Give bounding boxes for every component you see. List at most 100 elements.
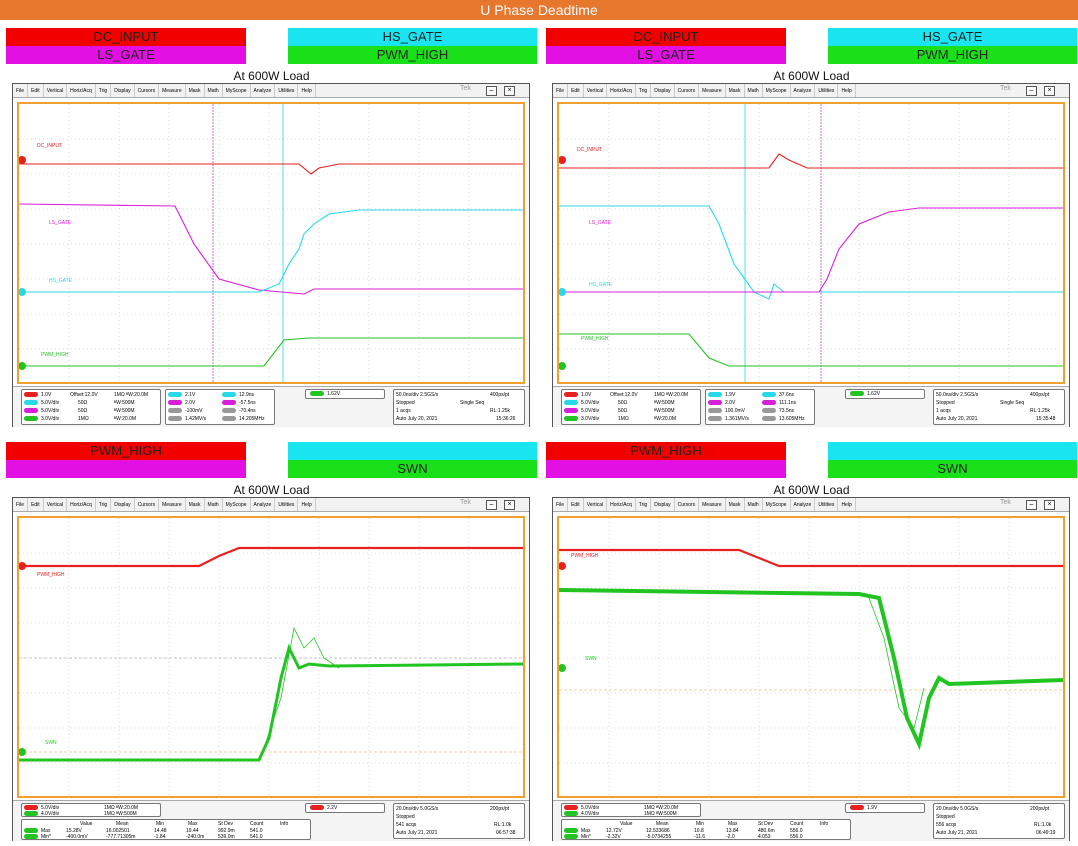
close-button[interactable]: × (504, 500, 515, 510)
trigger-readout[interactable]: 1.9V (845, 803, 925, 813)
menu-mask[interactable]: Mask (186, 498, 205, 511)
minimize-button[interactable]: – (486, 500, 497, 510)
waveform-display[interactable]: PWM_HIGH SWN (557, 516, 1065, 798)
trace-label-pwm: PWM_HIGH (571, 553, 599, 559)
trace-label-hs: HS_GATE (589, 282, 613, 288)
channel-settings[interactable]: 1.0V 5.0V/div 5.0V/div 3.0V/div Offset:1… (561, 389, 701, 425)
status-panel: 5.0V/div 4.0V/div 1MΩ ᴮW:20.0M 1MΩ ᴮW:50… (13, 800, 529, 841)
menu-file[interactable]: File (13, 84, 29, 97)
menu-file[interactable]: File (13, 498, 29, 511)
trigger-readout[interactable]: 1.62V (845, 389, 925, 399)
menu-help[interactable]: Help (298, 498, 316, 511)
waveforms: DC_INPUT LS_GATE HS_GATE PWM_HIGH (19, 104, 523, 382)
menu-vertical[interactable]: Vertical (44, 498, 68, 511)
close-button[interactable]: × (1044, 500, 1055, 510)
menu-utilities[interactable]: Utilities (275, 498, 299, 511)
menu-help[interactable]: Help (838, 84, 856, 97)
menu-utilities[interactable]: Utilities (815, 498, 839, 511)
close-button[interactable]: × (504, 86, 515, 96)
channel-settings[interactable]: 5.0V/div 4.0V/div 1MΩ ᴮW:20.0M 1MΩ ᴮW:50… (21, 803, 161, 817)
minimize-button[interactable]: – (1026, 86, 1037, 96)
scope-menubar: File Edit Vertical Horiz/Acq Trig Display Curs… (13, 84, 529, 98)
panel-top-left: DC_INPUT HS_GATE LS_GATE PWM_HIGH At 600… (6, 20, 537, 430)
menu-horiz[interactable]: Horiz/Acq (607, 84, 636, 97)
menu-cursors[interactable]: Cursors (135, 498, 160, 511)
menu-trig[interactable]: Trig (636, 498, 652, 511)
acquisition-info: 20.0ns/div 5.0GS/s 200ps/pt Stopped 541 a… (393, 803, 525, 839)
panel-bottom-right: PWM_HIGH SWN At 600W Load File Edit Vertic… (546, 434, 1077, 844)
menu-horiz[interactable]: Horiz/Acq (607, 498, 636, 511)
menu-help[interactable]: Help (838, 498, 856, 511)
menu-measure[interactable]: Measure (699, 498, 726, 511)
trigger-readout[interactable]: 2.2V (305, 803, 385, 813)
menu-vertical[interactable]: Vertical (584, 498, 608, 511)
acquisition-info: 20.0ns/div 5.0GS/s 200ps/pt Stopped 556 a… (933, 803, 1065, 839)
menu-trig[interactable]: Trig (96, 84, 112, 97)
menu-measure[interactable]: Measure (159, 84, 186, 97)
load-label: At 600W Load (773, 69, 850, 83)
waveform-display[interactable]: DC_INPUT LS_GATE HS_GATE PWM_HIGH (17, 102, 525, 384)
load-label: At 600W Load (233, 483, 310, 497)
menu-analyze[interactable]: Analyze (251, 84, 276, 97)
menu-myscope[interactable]: MyScope (763, 498, 791, 511)
menu-utilities[interactable]: Utilities (275, 84, 299, 97)
menu-display[interactable]: Display (111, 498, 135, 511)
legend-cyan-blank (288, 442, 537, 460)
legend-swn: SWN (828, 460, 1077, 478)
minimize-button[interactable]: – (486, 86, 497, 96)
menu-analyze[interactable]: Analyze (251, 498, 276, 511)
scope-window: File Edit Vertical Horiz/Acq Trig Display Curs… (552, 497, 1070, 841)
menu-mask[interactable]: Mask (186, 84, 205, 97)
menu-analyze[interactable]: Analyze (791, 84, 816, 97)
menu-display[interactable]: Display (651, 498, 675, 511)
menu-cursors[interactable]: Cursors (675, 498, 700, 511)
menu-vertical[interactable]: Vertical (584, 84, 608, 97)
menu-myscope[interactable]: MyScope (763, 84, 791, 97)
menu-horiz[interactable]: Horiz/Acq (67, 84, 96, 97)
channel-settings[interactable]: 5.0V/div 4.0V/div 1MΩ ᴮW:20.0M 1MΩ ᴮW:50… (561, 803, 701, 817)
menu-myscope[interactable]: MyScope (223, 498, 251, 511)
close-button[interactable]: × (1044, 86, 1055, 96)
scope-window: File Edit Vertical Horiz/Acq Trig Display Curs… (12, 497, 530, 841)
minimize-button[interactable]: – (1026, 500, 1037, 510)
menu-myscope[interactable]: MyScope (223, 84, 251, 97)
menu-edit[interactable]: Edit (28, 84, 44, 97)
legend-pwm-high: PWM_HIGH (546, 442, 786, 460)
channel-settings[interactable]: 1.0V 5.0V/div 5.0V/div 3.0V/div Offset:1… (21, 389, 161, 425)
menu-edit[interactable]: Edit (568, 84, 584, 97)
menu-math[interactable]: Math (745, 84, 763, 97)
waveforms: PWM_HIGH SWN (559, 518, 1063, 796)
menu-edit[interactable]: Edit (568, 498, 584, 511)
legend-pwm-high: PWM_HIGH (6, 442, 246, 460)
waveform-display[interactable]: PWM_HIGH SWN (17, 516, 525, 798)
panel-top-right: DC_INPUT HS_GATE LS_GATE PWM_HIGH At 600… (546, 20, 1077, 430)
menu-help[interactable]: Help (298, 84, 316, 97)
menu-math[interactable]: Math (745, 498, 763, 511)
menu-file[interactable]: File (553, 84, 569, 97)
menu-analyze[interactable]: Analyze (791, 498, 816, 511)
menu-horiz[interactable]: Horiz/Acq (67, 498, 96, 511)
legend-hs-gate: HS_GATE (828, 28, 1077, 46)
waveform-display[interactable]: DC_INPUT LS_GATE HS_GATE PWM_HIGH (557, 102, 1065, 384)
menu-vertical[interactable]: Vertical (44, 84, 68, 97)
menu-measure[interactable]: Measure (159, 498, 186, 511)
legend-ls-gate: LS_GATE (546, 46, 786, 64)
menu-display[interactable]: Display (651, 84, 675, 97)
menu-utilities[interactable]: Utilities (815, 84, 839, 97)
menu-mask[interactable]: Mask (726, 498, 745, 511)
menu-measure[interactable]: Measure (699, 84, 726, 97)
menu-math[interactable]: Math (205, 84, 223, 97)
trace-label-ls: LS_GATE (49, 220, 72, 226)
menu-edit[interactable]: Edit (28, 498, 44, 511)
menu-math[interactable]: Math (205, 498, 223, 511)
menu-cursors[interactable]: Cursors (135, 84, 160, 97)
menu-mask[interactable]: Mask (726, 84, 745, 97)
menu-trig[interactable]: Trig (636, 84, 652, 97)
trigger-readout[interactable]: 1.62V (305, 389, 385, 399)
menu-display[interactable]: Display (111, 84, 135, 97)
trace-label-dc: DC_INPUT (37, 143, 62, 149)
menu-cursors[interactable]: Cursors (675, 84, 700, 97)
menu-trig[interactable]: Trig (96, 498, 112, 511)
waveforms: DC_INPUT LS_GATE HS_GATE PWM_HIGH (559, 104, 1063, 382)
menu-file[interactable]: File (553, 498, 569, 511)
